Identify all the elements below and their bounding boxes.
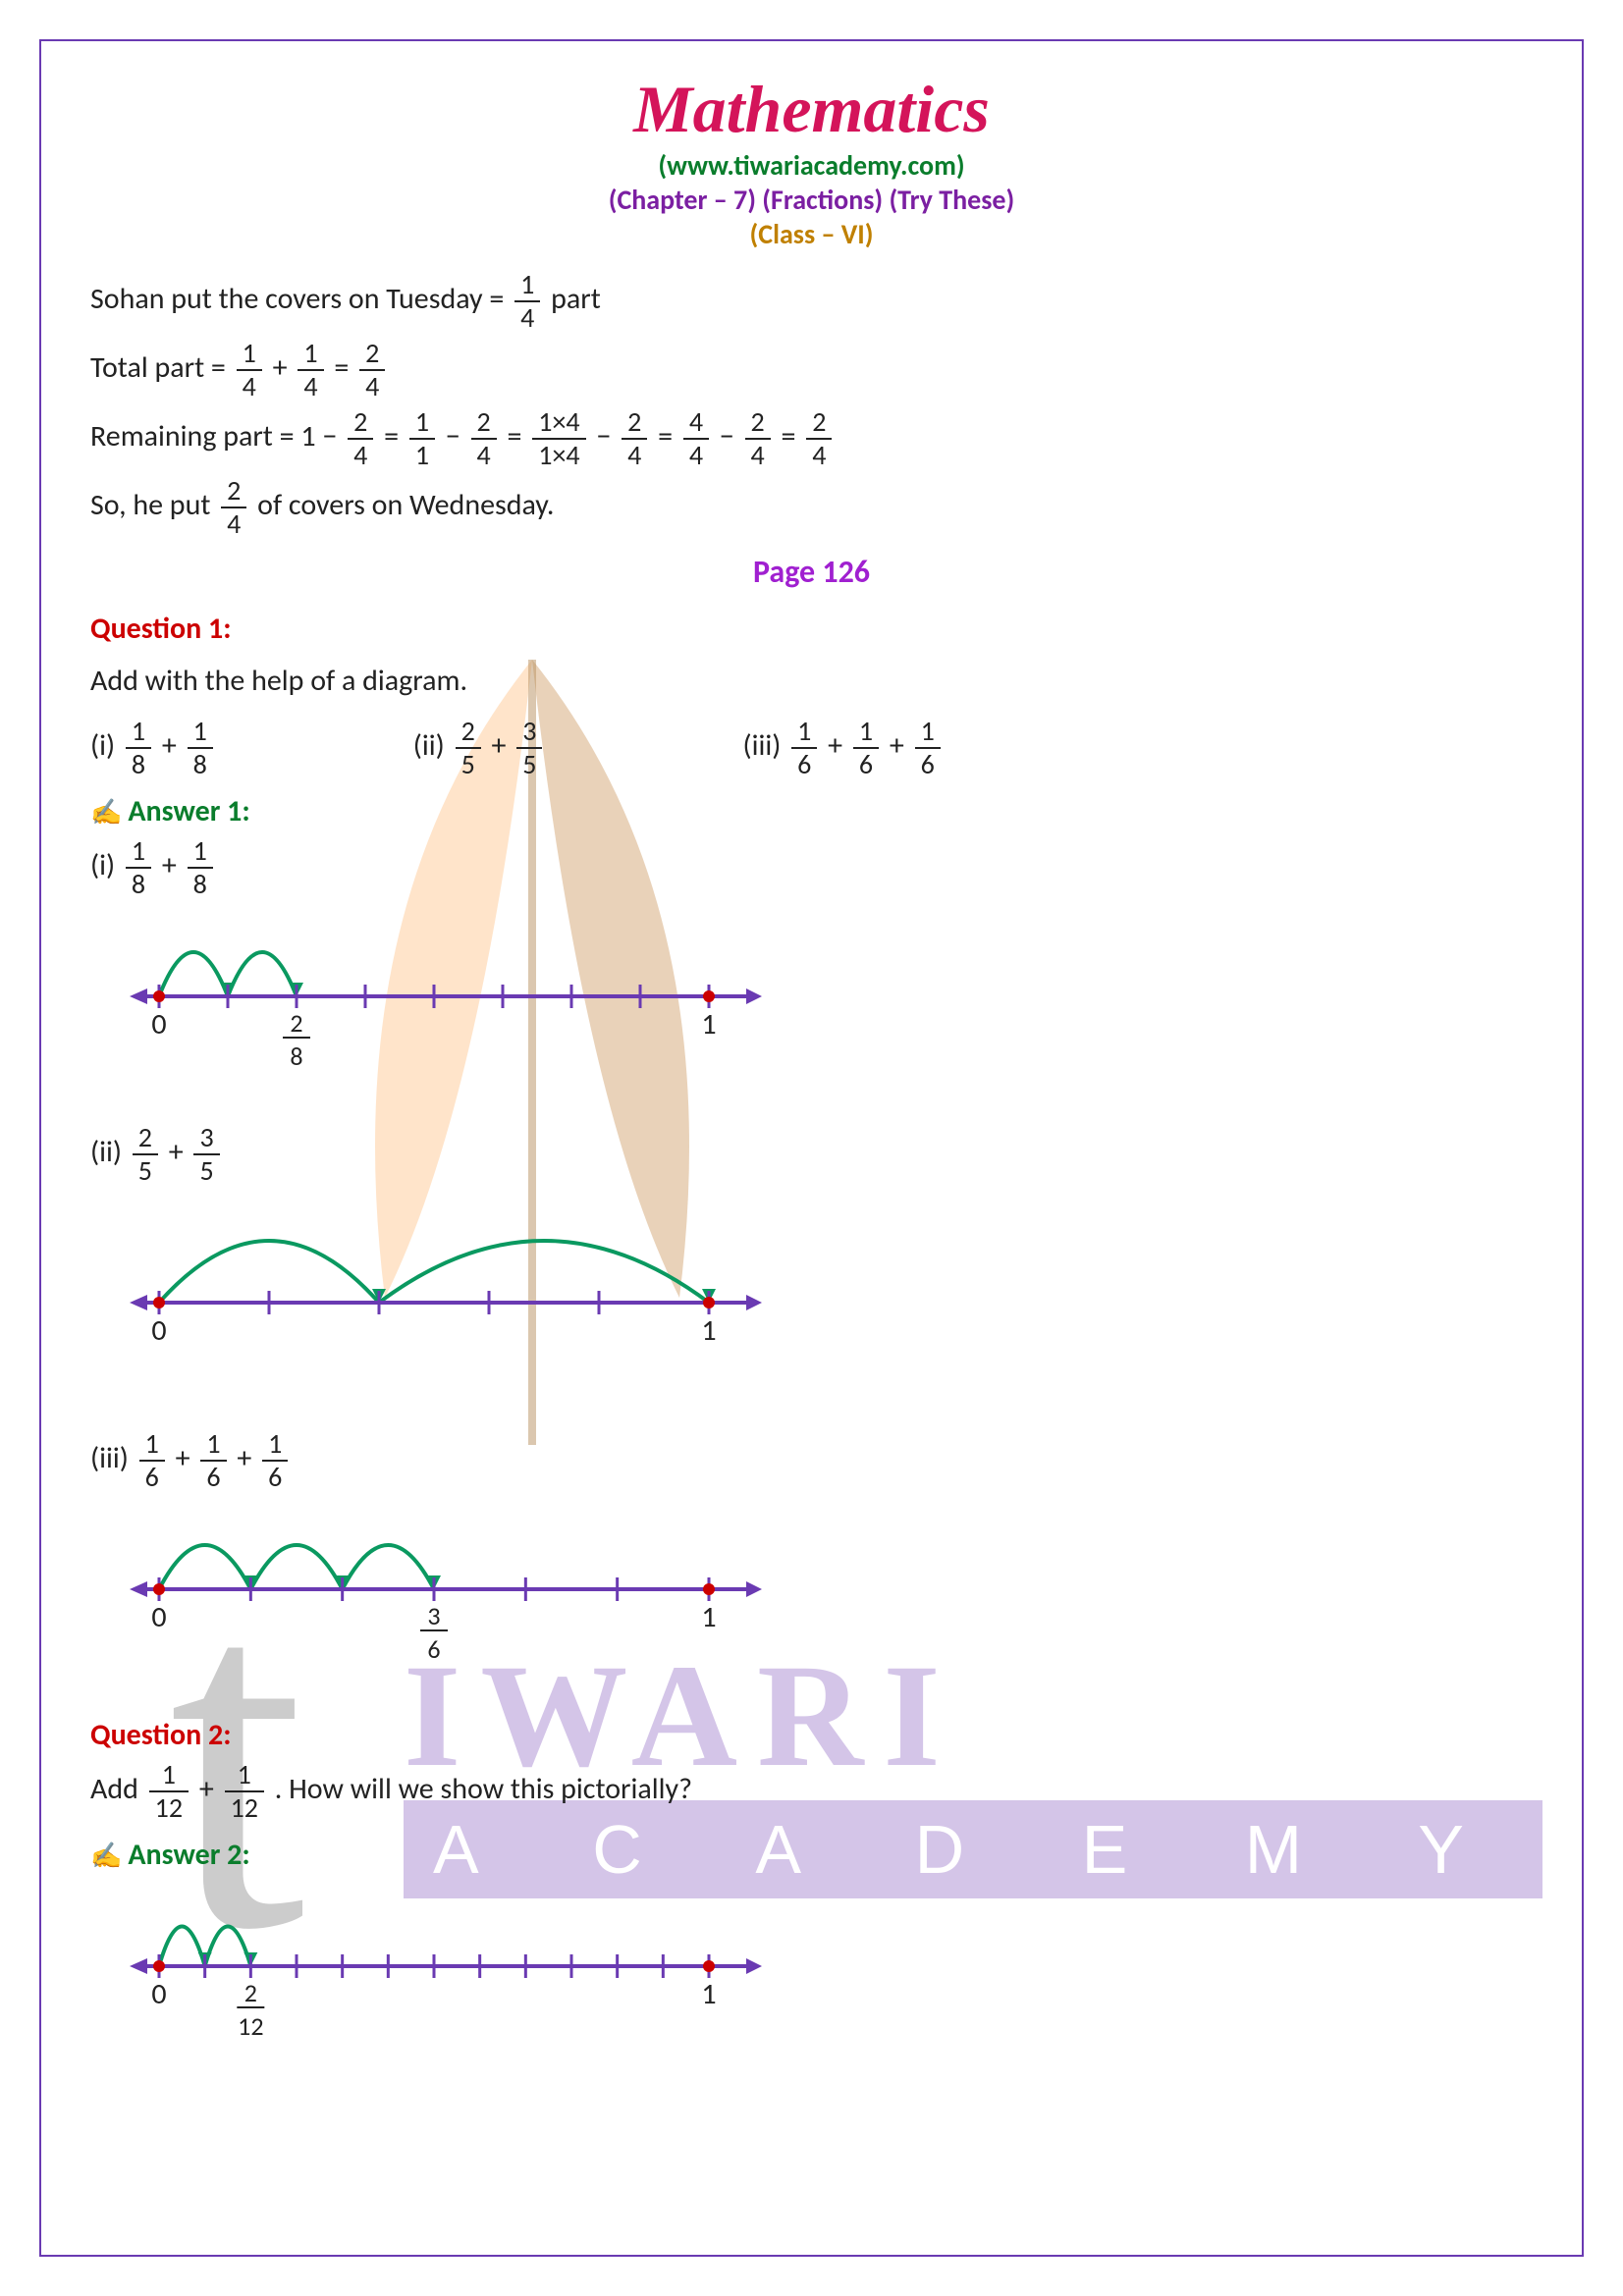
answer-2-label: Answer 2: xyxy=(90,1837,1533,1873)
question-1-label: Question 1: xyxy=(90,611,1533,647)
question-1-text: Add with the help of a diagram. xyxy=(90,655,1533,708)
website-link[interactable]: (www.tiwariacademy.com) xyxy=(90,148,1533,183)
svg-text:1: 1 xyxy=(701,1599,716,1635)
svg-text:0: 0 xyxy=(151,1976,166,2012)
svg-text:2: 2 xyxy=(244,1977,257,2008)
class-line: (Class – VI) xyxy=(90,217,1533,251)
numberline-i: 0 1 28 xyxy=(130,918,1533,1085)
svg-text:2: 2 xyxy=(290,1007,302,1039)
svg-text:12: 12 xyxy=(238,2010,263,2042)
question-1-parts: (i) 18 + 18 (ii) 25 + 35 (iii) 16 + 16 +… xyxy=(90,718,1533,778)
svg-text:0: 0 xyxy=(151,1006,166,1042)
svg-text:6: 6 xyxy=(427,1633,440,1665)
svg-text:1: 1 xyxy=(701,1006,716,1042)
intro-line-3: Remaining part = 1 − 24 = 11 − 24 = 1×41… xyxy=(90,408,1533,469)
intro-line-1: Sohan put the covers on Tuesday = 14 par… xyxy=(90,271,1533,332)
a1-part-ii-expr: (ii) 25 + 35 xyxy=(90,1124,1533,1185)
chapter-line: (Chapter – 7) (Fractions) (Try These) xyxy=(90,183,1533,217)
numberline-iii: 0 1 36 xyxy=(130,1511,1533,1678)
numberline-q2: 01212 xyxy=(130,1893,1533,2055)
q1-part-i: (i) 18 + 18 xyxy=(90,718,217,778)
page-reference: Page 126 xyxy=(90,553,1533,591)
question-2-label: Question 2: xyxy=(90,1717,1533,1753)
intro-line-4: So, he put 24 of covers on Wednesday. xyxy=(90,477,1533,538)
a1-part-iii-expr: (iii) 16 + 16 + 16 xyxy=(90,1430,1533,1491)
content: Mathematics (www.tiwariacademy.com) (Cha… xyxy=(90,71,1533,2055)
svg-text:8: 8 xyxy=(290,1041,302,1072)
page-border: t IWARI A C A D E M Y Mathematics (www.t… xyxy=(39,39,1584,2257)
q1-part-ii: (ii) 25 + 35 xyxy=(413,718,547,778)
intro-line-2: Total part = 14 + 14 = 24 xyxy=(90,340,1533,400)
q1-part-iii: (iii) 16 + 16 + 16 xyxy=(742,718,944,778)
numberline-ii: 01 xyxy=(130,1204,1533,1391)
answer-1-label: Answer 1: xyxy=(90,793,1533,829)
svg-text:1: 1 xyxy=(701,1976,716,2012)
svg-text:0: 0 xyxy=(151,1599,166,1635)
page-header: Mathematics (www.tiwariacademy.com) (Cha… xyxy=(90,71,1533,251)
a1-part-i-expr: (i) 18 + 18 xyxy=(90,837,1533,898)
page-title: Mathematics xyxy=(90,71,1533,148)
svg-text:1: 1 xyxy=(701,1312,716,1349)
svg-text:0: 0 xyxy=(151,1312,166,1349)
question-2-text: Add 112 + 112 . How will we show this pi… xyxy=(90,1761,1533,1822)
svg-text:3: 3 xyxy=(427,1600,440,1631)
